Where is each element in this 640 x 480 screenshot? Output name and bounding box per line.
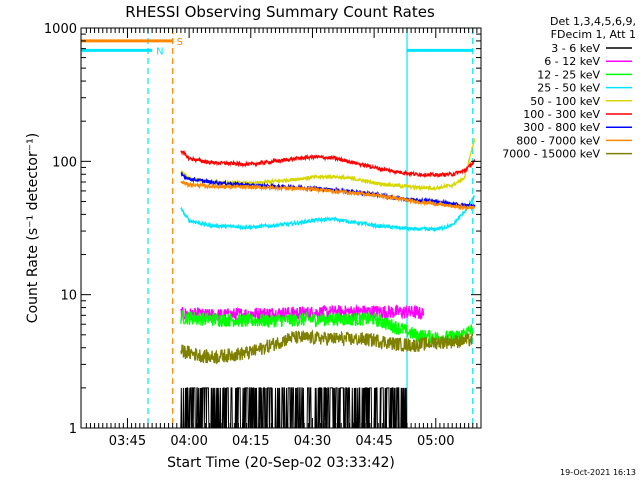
timestamp: 19-Oct-2021 16:13 xyxy=(560,468,636,477)
x-tick-label: 03:45 xyxy=(109,434,146,449)
x-tick-label: 04:30 xyxy=(294,434,331,449)
y-tick-label: 100 xyxy=(52,155,77,170)
series-line-3 xyxy=(180,195,476,233)
x-tick-label: 04:15 xyxy=(232,434,269,449)
legend-label: 3 - 6 keV xyxy=(551,42,600,55)
legend: Det 1,3,4,5,6,9,FDecim 1, Att 13 - 6 keV… xyxy=(502,15,636,161)
series-line-8 xyxy=(180,329,474,365)
legend-label: 7000 - 15000 keV xyxy=(502,148,600,161)
series-line-7 xyxy=(180,179,475,212)
legend-label: 50 - 100 keV xyxy=(530,95,600,108)
series-line-2 xyxy=(180,309,474,345)
y-tick-label: 1000 xyxy=(44,22,77,37)
series-line-1 xyxy=(180,303,425,323)
legend-header-line: FDecim 1, Att 1 xyxy=(551,28,636,41)
x-axis-ticks: 03:45 04:00 04:15 04:30 04:45 05:00 xyxy=(85,28,482,449)
legend-label: 6 - 12 keV xyxy=(544,55,600,68)
chart-title: RHESSI Observing Summary Count Rates xyxy=(125,3,435,21)
y-axis-label: Count Rate (s⁻¹ detector⁻¹) xyxy=(25,133,41,323)
x-tick-label: 05:00 xyxy=(417,434,454,449)
legend-label: 300 - 800 keV xyxy=(523,121,600,134)
series-line-4 xyxy=(180,138,476,192)
legend-label: 25 - 50 keV xyxy=(537,82,600,95)
x-tick-label: 04:45 xyxy=(355,434,392,449)
flag-label-s: S xyxy=(177,37,183,48)
flag-bars: SN xyxy=(81,37,473,57)
x-tick-label: 04:00 xyxy=(170,434,207,449)
flag-label-n: N xyxy=(156,46,163,57)
plot-frame xyxy=(80,27,482,429)
y-axis-ticks: 1 10 100 1000 xyxy=(44,22,481,437)
legend-label: 800 - 7000 keV xyxy=(516,134,600,147)
series-lines xyxy=(180,138,476,428)
x-axis-label: Start Time (20-Sep-02 03:33:42) xyxy=(167,455,395,471)
legend-label: 100 - 300 keV xyxy=(523,108,600,121)
y-tick-label: 1 xyxy=(69,422,77,437)
legend-label: 12 - 25 keV xyxy=(537,68,600,81)
series-line-5 xyxy=(180,150,476,179)
y-tick-label: 10 xyxy=(60,289,77,304)
legend-header-line: Det 1,3,4,5,6,9, xyxy=(550,15,636,28)
series-line-0 xyxy=(180,387,408,428)
